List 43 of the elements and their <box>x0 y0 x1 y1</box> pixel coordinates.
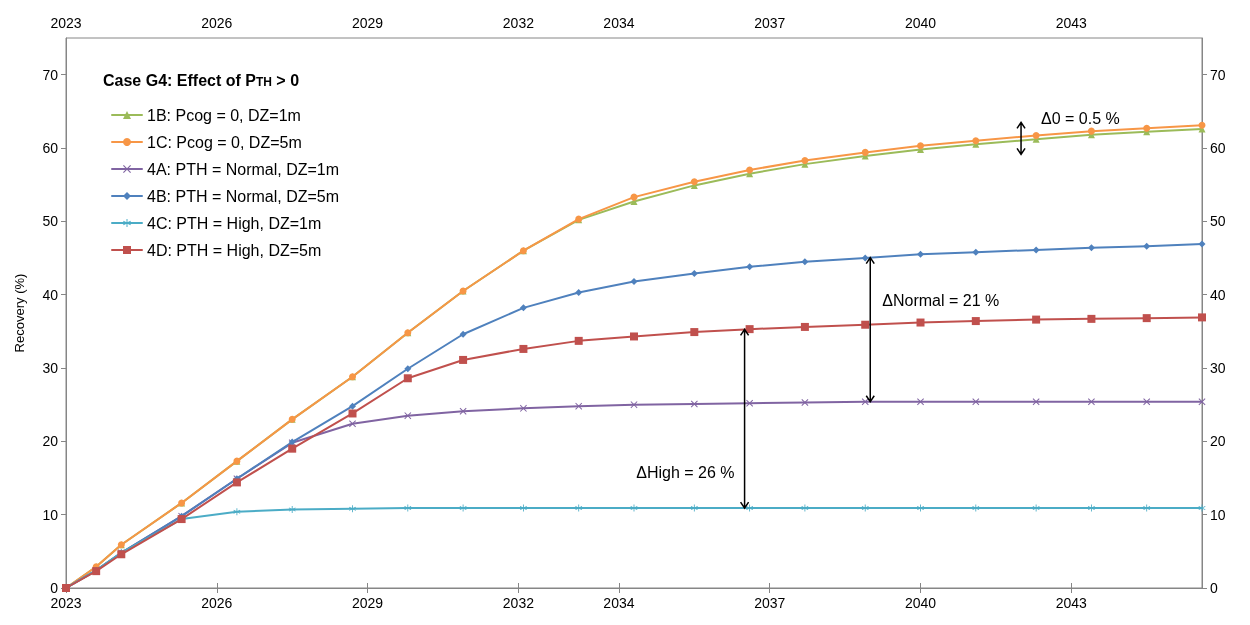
x-tick-label: 2040 <box>904 15 937 31</box>
x2-tick-label: 2023 <box>50 595 82 611</box>
y-tick-label: 40 <box>42 286 59 303</box>
y-tick-label: 30 <box>42 360 59 376</box>
x2-tick-label: 2037 <box>754 595 786 611</box>
x-tick-label: 2029 <box>352 15 384 31</box>
y2-tick-label: 30 <box>1210 360 1226 376</box>
legend-label: 4A: PTH = Normal, DZ=1m <box>147 160 340 178</box>
x2-tick-label: 2032 <box>502 595 535 611</box>
y2-tick-label: 10 <box>1210 506 1226 523</box>
y2-tick-label: 50 <box>1210 213 1226 230</box>
legend-label: 4C: PTH = High, DZ=1m <box>147 214 322 232</box>
y-tick-label: 0 <box>50 580 59 596</box>
annotation: Δ0 = 0.5 % <box>1041 109 1120 127</box>
legend-label: 1C: Pcog = 0, DZ=5m <box>147 133 302 151</box>
y2-tick-label: 60 <box>1210 140 1226 156</box>
y-tick-label: 10 <box>42 506 59 523</box>
x2-tick-label: 2026 <box>201 595 233 611</box>
x-tick-label: 2034 <box>603 15 635 31</box>
y2-tick-label: 0 <box>1210 580 1218 596</box>
x-tick-label: 2032 <box>502 15 535 31</box>
x-tick-label: 2026 <box>201 15 233 31</box>
legend-title: Case G4: Effect of PTH > 0 <box>103 71 300 89</box>
y-tick-label: 50 <box>42 213 59 230</box>
x2-tick-label: 2040 <box>904 595 937 611</box>
y2-tick-label: 40 <box>1210 286 1226 303</box>
legend-label: 1B: Pcog = 0, DZ=1m <box>147 106 301 124</box>
y2-tick-label: 70 <box>1210 66 1226 83</box>
x2-tick-label: 2029 <box>352 595 384 611</box>
annotation: ΔHigh = 26 % <box>636 463 735 481</box>
x-tick-label: 2037 <box>754 15 786 31</box>
x2-tick-label: 2034 <box>603 595 635 611</box>
y-tick-label: 60 <box>42 140 59 156</box>
y-axis-title: Recovery (%) <box>12 273 27 353</box>
annotation: ΔNormal = 21 % <box>882 292 1000 310</box>
y-tick-label: 70 <box>42 66 59 83</box>
legend-label: 4B: PTH = Normal, DZ=5m <box>147 187 340 205</box>
y-tick-label: 20 <box>42 433 59 450</box>
legend-label: 4D: PTH = High, DZ=5m <box>147 241 322 259</box>
x-tick-label: 2043 <box>1055 15 1088 31</box>
y2-tick-label: 20 <box>1210 433 1226 450</box>
x2-tick-label: 2043 <box>1055 595 1088 611</box>
x-tick-label: 2023 <box>50 15 82 31</box>
